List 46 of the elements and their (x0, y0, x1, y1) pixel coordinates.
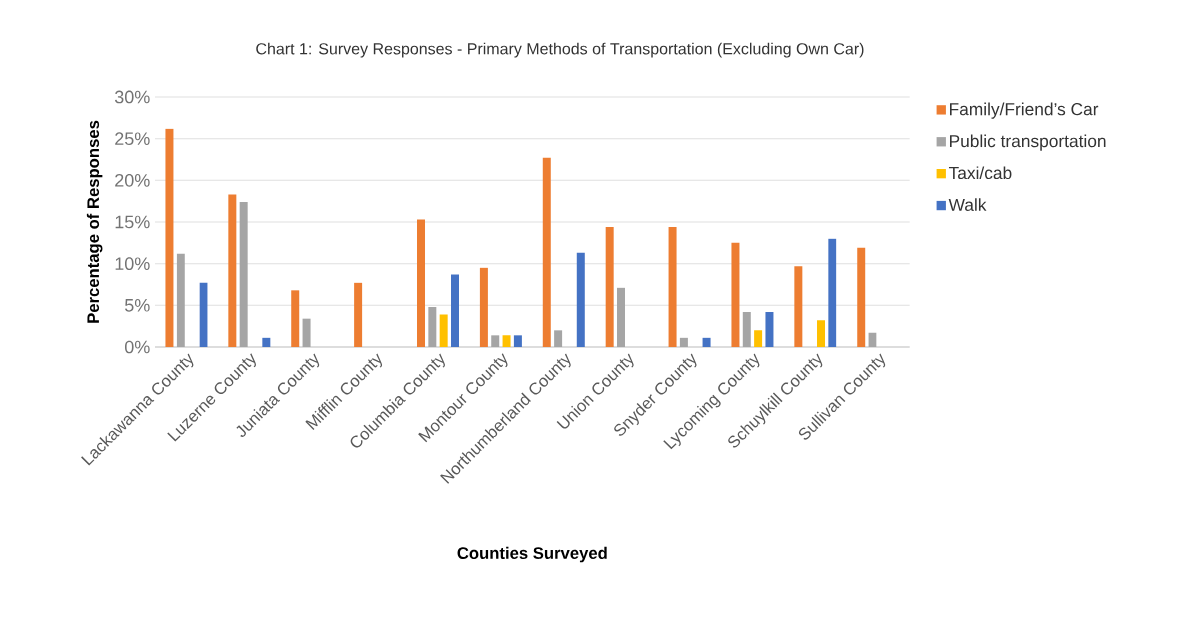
y-tick-label: 15% (115, 215, 150, 229)
bar (754, 330, 763, 347)
bar (439, 314, 448, 347)
bar (731, 242, 740, 347)
bar (428, 307, 437, 347)
legend-label: Family/Friend’s Car (950, 102, 1099, 119)
bar (857, 247, 866, 347)
y-tick-label: 0% (124, 340, 150, 354)
bar (451, 274, 460, 347)
bar (239, 202, 248, 347)
bar (417, 219, 426, 347)
bar (617, 287, 626, 347)
legend-label: Public transportation (950, 134, 1106, 151)
bar (228, 194, 237, 347)
legend-label: Walk (948, 198, 987, 211)
bar (491, 335, 500, 347)
bar (702, 337, 711, 347)
bar (554, 330, 563, 347)
bar (176, 253, 185, 347)
y-tick-label: 10% (115, 257, 150, 271)
x-axis-title: Counties Surveyed (457, 546, 607, 563)
bar (302, 318, 311, 347)
bar (542, 157, 551, 347)
bar (513, 335, 522, 347)
bar (742, 312, 751, 347)
y-tick-label: 30% (114, 90, 150, 104)
bar (165, 128, 174, 347)
bar (502, 335, 511, 347)
legend-label: Taxi/cab (948, 166, 1012, 180)
chart-title: Chart 1: Survey Responses - Primary Methods of Transportation (Excluding Own Car) (256, 42, 864, 58)
bar (262, 337, 271, 347)
bar (576, 252, 585, 347)
bar (794, 266, 803, 347)
bar (479, 267, 488, 347)
bar (668, 227, 677, 347)
bar (679, 337, 688, 347)
bar (828, 238, 837, 347)
bar (765, 312, 774, 347)
bar (817, 320, 826, 347)
bar (354, 282, 363, 347)
y-tick-label: 5% (124, 299, 150, 312)
y-tick-label: 25% (115, 132, 150, 146)
bar (291, 290, 300, 347)
y-tick-label: 20% (115, 173, 150, 187)
bar (605, 227, 614, 347)
y-axis-title: Percentage of Responses (86, 120, 103, 323)
